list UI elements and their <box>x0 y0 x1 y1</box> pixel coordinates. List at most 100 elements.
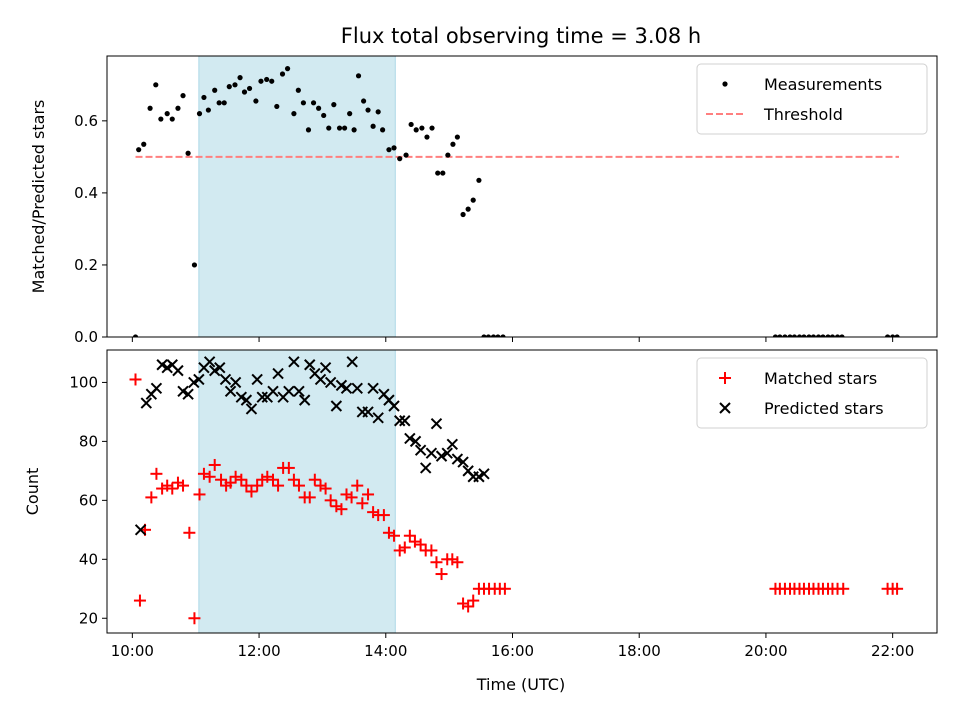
data-point <box>226 84 232 90</box>
data-point <box>161 479 174 492</box>
x-tick-label: 14:00 <box>364 642 407 660</box>
data-point <box>166 482 179 495</box>
data-point <box>498 582 511 595</box>
data-point <box>326 125 332 131</box>
data-point <box>256 473 269 486</box>
data-point <box>414 444 427 456</box>
data-point <box>414 538 427 551</box>
data-point <box>351 479 364 492</box>
data-point <box>465 206 471 212</box>
data-point <box>365 107 371 113</box>
data-point <box>153 82 159 88</box>
data-point <box>445 152 451 158</box>
data-point <box>240 394 253 406</box>
data-point <box>815 334 822 337</box>
data-point <box>291 111 297 117</box>
data-point <box>300 100 307 106</box>
data-point <box>351 127 357 133</box>
data-point <box>478 468 490 480</box>
legend-label: Threshold <box>763 105 843 124</box>
data-point <box>425 544 438 557</box>
data-point <box>340 488 353 501</box>
counts-series-0 <box>129 373 904 625</box>
data-point <box>397 156 403 162</box>
y-tick-label: 100 <box>69 373 98 391</box>
data-point <box>245 403 258 415</box>
x-tick-label: 10:00 <box>111 642 154 660</box>
data-point <box>324 376 337 389</box>
data-point <box>772 334 779 337</box>
data-point <box>336 125 343 131</box>
data-point <box>214 361 226 374</box>
data-point <box>164 111 170 117</box>
legend-label: Measurements <box>764 75 882 94</box>
ratio-legend: Measurements Threshold <box>696 63 928 135</box>
data-point <box>791 334 798 337</box>
data-point <box>319 361 332 374</box>
data-point <box>372 412 384 424</box>
x-tick-label: 20:00 <box>744 642 787 660</box>
data-point <box>267 385 279 397</box>
data-point <box>481 334 487 337</box>
data-point <box>319 482 332 495</box>
data-point <box>305 127 312 133</box>
data-point <box>891 582 904 595</box>
data-point <box>425 447 438 459</box>
data-point <box>450 141 456 147</box>
y-tick-label: 0.2 <box>74 256 98 274</box>
counts-plot-area <box>129 356 904 625</box>
data-point <box>158 116 164 122</box>
data-point <box>446 438 459 451</box>
x-tick-label: 18:00 <box>618 642 661 660</box>
data-point <box>208 458 221 471</box>
data-point <box>229 470 242 483</box>
data-point <box>182 388 194 400</box>
data-point <box>293 385 305 397</box>
data-point <box>221 100 227 106</box>
data-point <box>269 78 275 84</box>
data-point <box>430 417 443 430</box>
counts-axes-frame <box>106 349 938 634</box>
data-point <box>419 125 425 131</box>
data-point <box>470 197 476 203</box>
data-point <box>282 461 295 474</box>
data-point <box>232 82 238 88</box>
data-point <box>810 334 817 337</box>
x-tick-label: 12:00 <box>237 642 280 660</box>
data-point <box>172 364 184 377</box>
data-point <box>303 491 316 504</box>
data-point <box>314 479 327 492</box>
data-point <box>191 262 198 268</box>
data-point <box>129 373 142 386</box>
data-point <box>171 476 184 489</box>
data-point <box>136 147 142 153</box>
data-point <box>451 453 464 465</box>
y-tick-label: 40 <box>79 550 98 568</box>
data-point <box>284 66 291 72</box>
ratio-axes-frame <box>106 55 938 338</box>
data-point <box>169 116 175 122</box>
data-point <box>177 479 190 492</box>
data-point <box>345 491 358 504</box>
data-point <box>274 103 280 110</box>
data-point <box>457 597 470 610</box>
data-point <box>356 497 369 510</box>
data-point <box>316 105 322 111</box>
data-point <box>150 467 163 480</box>
data-point <box>806 334 812 337</box>
data-point <box>203 356 216 368</box>
legend-box <box>696 357 928 429</box>
data-point <box>346 356 358 368</box>
data-point <box>782 334 788 337</box>
data-point <box>454 134 460 140</box>
data-point <box>272 479 285 492</box>
data-point <box>377 509 390 522</box>
data-point <box>440 170 446 176</box>
data-point <box>147 105 153 111</box>
data-point <box>212 87 218 93</box>
data-point <box>462 600 475 613</box>
data-point <box>308 473 321 486</box>
data-point <box>787 334 793 337</box>
data-point <box>399 415 411 427</box>
data-point <box>140 397 152 409</box>
